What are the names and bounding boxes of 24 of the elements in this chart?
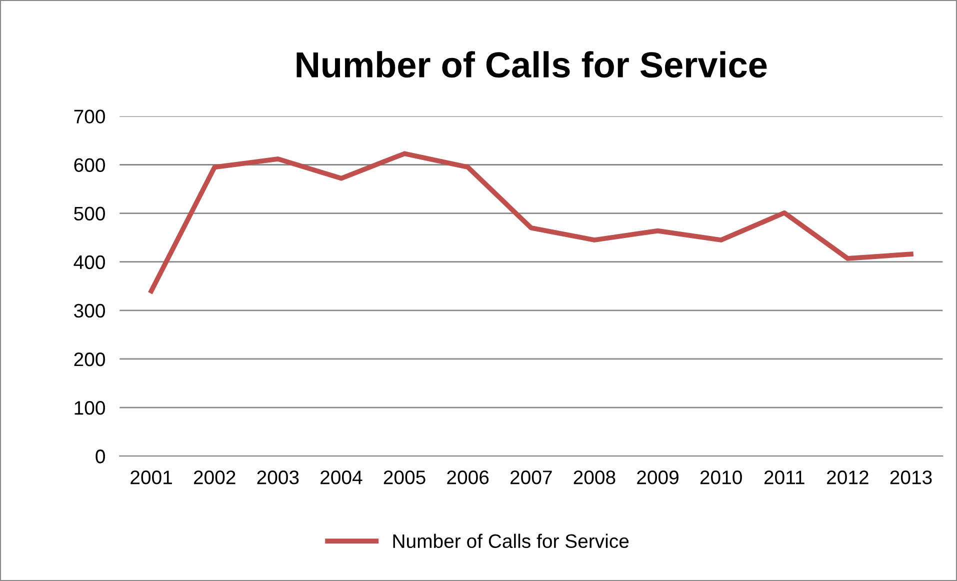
x-tick-label: 2001 — [130, 470, 172, 484]
y-tick-label: 600 — [74, 158, 105, 172]
x-tick-label: 2009 — [637, 470, 678, 484]
x-tick-label: 2012 — [827, 470, 868, 484]
y-tick-label: 700 — [74, 110, 105, 124]
x-tick-label: 2005 — [384, 470, 426, 484]
x-tick-label: 2006 — [447, 470, 489, 484]
y-tick-label: 200 — [74, 352, 105, 366]
x-tick-label: 2004 — [320, 470, 362, 484]
x-tick-label: 2013 — [890, 470, 932, 484]
y-tick-label: 100 — [74, 401, 105, 415]
x-tick-label: 2002 — [194, 470, 236, 484]
y-tick-label: 0 — [96, 450, 105, 464]
chart-title: Number of Calls for Service — [296, 51, 767, 78]
x-tick-label: 2003 — [257, 470, 299, 484]
legend-label: Number of Calls for Service — [393, 534, 629, 548]
y-tick-label: 500 — [74, 206, 105, 221]
y-tick-label: 300 — [74, 304, 105, 318]
x-tick-label: 2010 — [700, 470, 742, 484]
x-tick-label: 2011 — [764, 470, 804, 484]
line-series — [148, 151, 914, 294]
x-tick-label: 2007 — [510, 470, 552, 484]
y-tick-label: 400 — [74, 255, 105, 270]
x-tick-label: 2008 — [574, 470, 616, 484]
